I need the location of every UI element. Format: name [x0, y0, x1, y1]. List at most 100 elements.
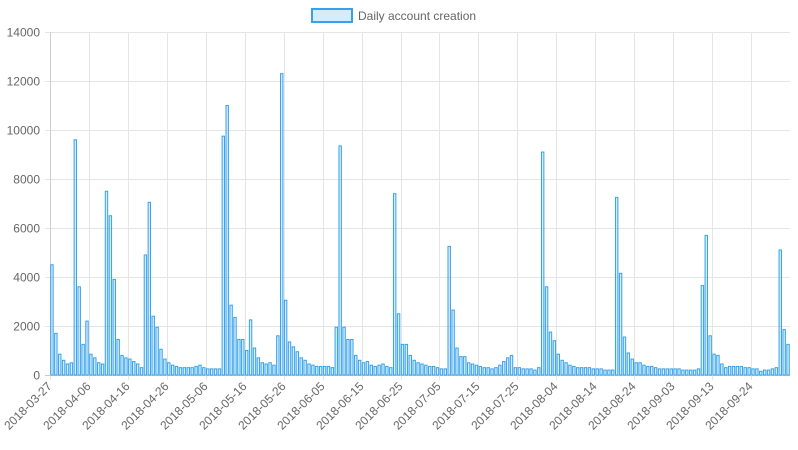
bar[interactable] [513, 367, 518, 376]
bar[interactable] [389, 367, 393, 376]
bar[interactable] [361, 362, 366, 376]
bar[interactable] [607, 369, 611, 376]
bar[interactable] [661, 368, 666, 376]
bar[interactable] [58, 353, 62, 376]
bar[interactable] [751, 368, 755, 376]
bar[interactable] [369, 364, 374, 376]
bar[interactable] [225, 105, 229, 376]
bar[interactable] [120, 354, 124, 376]
bar[interactable] [322, 365, 327, 376]
bar[interactable] [638, 362, 642, 376]
bar[interactable] [354, 354, 358, 376]
bar[interactable] [439, 368, 444, 376]
bar[interactable] [93, 357, 97, 376]
bar[interactable] [194, 365, 198, 376]
bar[interactable] [572, 365, 576, 376]
bar[interactable] [268, 362, 272, 376]
bar[interactable] [591, 368, 596, 376]
bar[interactable] [755, 368, 759, 376]
bar[interactable] [264, 363, 268, 376]
bar[interactable] [517, 367, 522, 376]
bar[interactable] [681, 369, 685, 376]
bar[interactable] [287, 341, 292, 376]
bar[interactable] [544, 286, 549, 376]
bar[interactable] [73, 139, 78, 376]
bar[interactable] [163, 358, 167, 376]
bar[interactable] [685, 369, 689, 376]
bar[interactable] [280, 73, 284, 376]
bar[interactable] [334, 326, 338, 376]
bar[interactable] [463, 356, 467, 376]
bar[interactable] [533, 369, 537, 376]
bar[interactable] [720, 363, 724, 376]
bar[interactable] [326, 365, 331, 376]
bar[interactable] [108, 215, 113, 376]
bar[interactable] [762, 369, 767, 376]
bar[interactable] [521, 368, 525, 376]
bar[interactable] [206, 368, 210, 376]
bar[interactable] [377, 364, 381, 376]
bar[interactable] [69, 362, 74, 376]
bar[interactable] [708, 335, 712, 376]
bar[interactable] [583, 367, 588, 376]
bar[interactable] [498, 364, 502, 376]
bar[interactable] [587, 367, 592, 376]
bar[interactable] [622, 336, 627, 376]
bar[interactable] [505, 357, 510, 376]
bar[interactable] [408, 354, 412, 376]
bar[interactable] [350, 338, 354, 376]
bar[interactable] [346, 338, 350, 376]
bar[interactable] [167, 362, 171, 376]
bar[interactable] [307, 363, 311, 376]
bar[interactable] [735, 365, 740, 376]
bar[interactable] [653, 367, 658, 376]
bar[interactable] [190, 367, 194, 376]
bar[interactable] [143, 254, 148, 376]
bar[interactable] [155, 326, 159, 376]
bar[interactable] [716, 354, 720, 376]
bar[interactable] [556, 353, 560, 376]
bar[interactable] [365, 361, 370, 376]
bar[interactable] [283, 299, 288, 376]
bar[interactable] [128, 358, 132, 376]
bar[interactable] [252, 347, 257, 376]
bar[interactable] [89, 353, 93, 376]
bar[interactable] [412, 359, 416, 376]
bar[interactable] [209, 368, 214, 376]
bar[interactable] [614, 196, 619, 376]
bar[interactable] [552, 340, 557, 376]
bar[interactable] [400, 343, 405, 376]
bar[interactable] [704, 234, 708, 376]
bar[interactable] [373, 365, 377, 376]
bar[interactable] [65, 363, 70, 376]
bar[interactable] [385, 365, 389, 376]
bar[interactable] [677, 368, 681, 376]
bar[interactable] [112, 278, 116, 376]
bar[interactable] [276, 335, 280, 376]
bar[interactable] [420, 363, 424, 376]
bar[interactable] [712, 353, 716, 376]
bar[interactable] [139, 367, 144, 376]
bar[interactable] [540, 151, 545, 376]
bar[interactable] [159, 348, 163, 376]
bar[interactable] [673, 368, 677, 376]
bar[interactable] [244, 350, 249, 376]
bar[interactable] [486, 367, 490, 376]
bar[interactable] [770, 368, 775, 376]
bar[interactable] [529, 368, 533, 376]
legend[interactable]: Daily account creation [311, 8, 476, 23]
bar[interactable] [435, 367, 440, 376]
bar[interactable] [603, 369, 607, 376]
bar[interactable] [330, 367, 335, 376]
bar[interactable] [357, 359, 362, 376]
bar[interactable] [315, 365, 319, 376]
bar[interactable] [509, 354, 514, 376]
bar[interactable] [459, 356, 463, 376]
bar[interactable] [318, 365, 323, 376]
bar[interactable] [96, 362, 101, 376]
bar[interactable] [151, 315, 155, 376]
bar[interactable] [416, 362, 420, 376]
bar[interactable] [618, 272, 623, 376]
bar[interactable] [451, 309, 455, 376]
bar[interactable] [124, 357, 128, 376]
